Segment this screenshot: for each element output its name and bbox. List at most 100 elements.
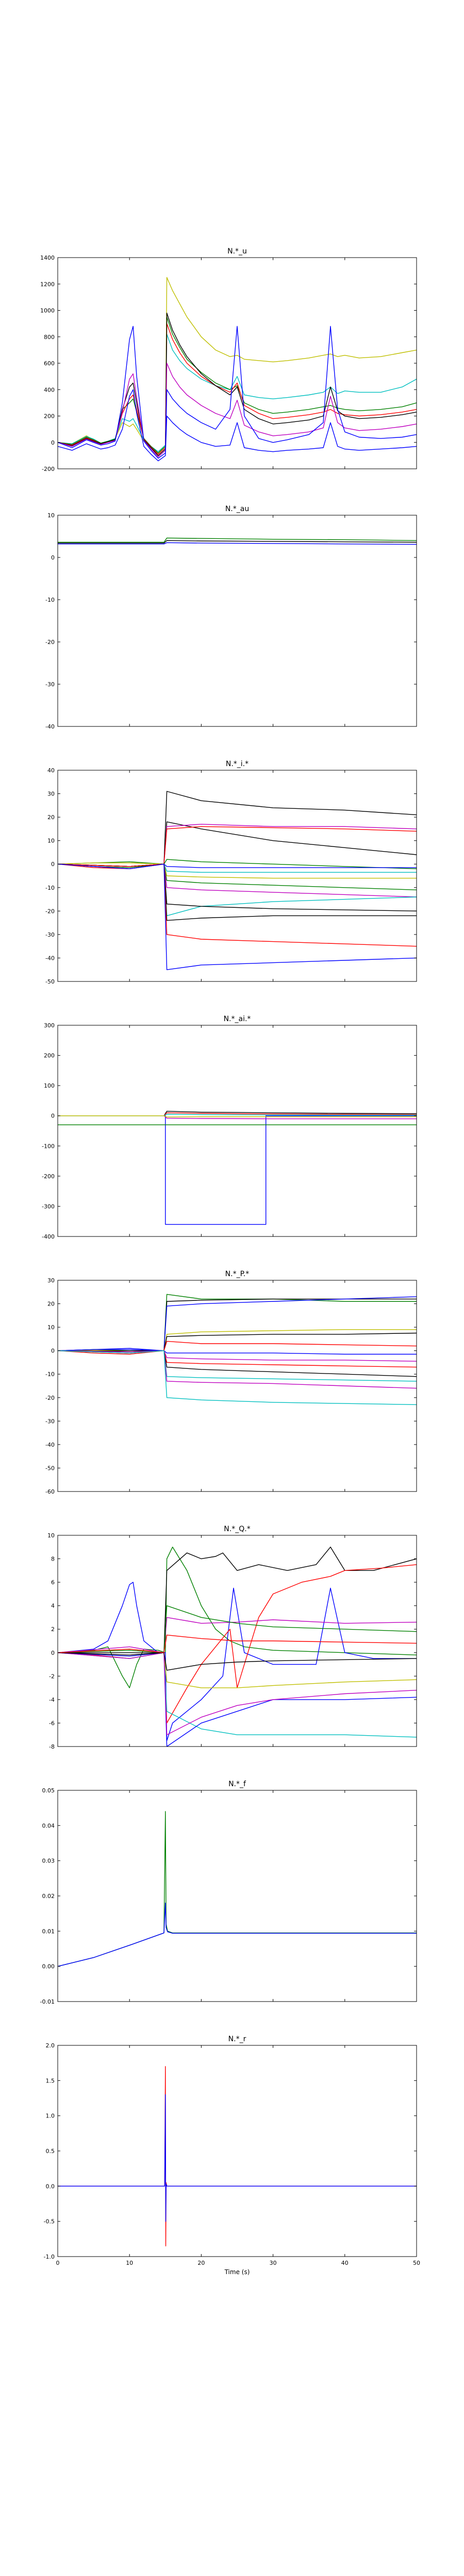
subplot-title: N.*_ai.*	[224, 1015, 251, 1023]
y-tick-label: -60	[45, 1488, 55, 1495]
series-group	[58, 1811, 417, 1967]
series-line	[58, 1332, 417, 1352]
y-tick-label: 30	[47, 791, 55, 798]
y-tick-label: 0.00	[42, 1963, 55, 1970]
y-tick-label: -20	[45, 1395, 55, 1401]
x-tick-label: 30	[270, 2260, 277, 2266]
series-line	[58, 1902, 417, 1967]
subplot-stack: N.*_u-2000200400600800100012001400N.*_au…	[40, 247, 420, 2266]
series-line	[58, 333, 417, 452]
x-tick-label: 20	[197, 2260, 205, 2266]
series-line	[58, 540, 417, 544]
y-tick-label: 10	[47, 512, 55, 519]
subplot-panel: N.*_f -0.01 0.00 0.01 0.02 0.03 0.04 0.05	[40, 1780, 417, 2005]
y-tick-label: -400	[42, 1233, 55, 1240]
subplot-title: N.*_P.*	[225, 1270, 250, 1278]
series-group	[58, 1294, 417, 1405]
series-line	[58, 862, 417, 879]
y-tick-label: 10	[47, 1532, 55, 1539]
y-tick-label: 20	[47, 1301, 55, 1308]
series-line	[58, 1349, 417, 1355]
y-tick-label: 1200	[40, 281, 55, 287]
series-line	[58, 2094, 417, 2222]
series-line	[58, 1582, 417, 1741]
series-line	[58, 326, 417, 459]
y-tick-label: 0.04	[42, 1822, 55, 1829]
series-line	[58, 316, 417, 453]
y-tick-label: -50	[45, 1465, 55, 1471]
subplot-panel: N.*_u -200 0 200 400 600 800 1000 1200 1400	[40, 247, 417, 472]
y-tick-label: 0.5	[46, 2148, 55, 2155]
x-axis-label: Time (s)	[224, 2268, 250, 2276]
series-group	[58, 2066, 417, 2247]
y-tick-label: -10	[45, 597, 55, 603]
series-line	[58, 312, 417, 456]
y-tick-label: 10	[47, 1324, 55, 1331]
y-tick-label: 6	[51, 1579, 55, 1586]
y-tick-label: 2	[51, 1626, 55, 1633]
subplot-title: N.*_au	[225, 505, 249, 513]
y-tick-label: -30	[45, 931, 55, 938]
subplot-panel: N.*_ai.* -400 -300 -200 -100 0 100 200 300	[42, 1015, 417, 1240]
y-tick-label: 1.5	[46, 2077, 55, 2084]
y-tick-label: -30	[45, 681, 55, 688]
y-tick-label: 1400	[40, 255, 55, 261]
series-line	[58, 1341, 417, 1355]
y-tick-label: 0.01	[42, 1928, 55, 1935]
subplot-panel: N.*_i.* -50 -40 -30 -20 -10 0 10 20 30 40	[45, 760, 417, 985]
series-line	[58, 863, 417, 947]
subplot-panel: N.*_Q.* -8 -6 -4 -2 0 2 4 6 8 10	[47, 1525, 417, 1750]
y-tick-label: -8	[49, 1743, 55, 1750]
y-tick-label: -0.5	[44, 2218, 55, 2225]
series-line	[58, 1350, 417, 1389]
subplot-title: N.*_r	[228, 2035, 246, 2043]
y-tick-label: 600	[44, 360, 55, 367]
subplot-title: N.*_Q.*	[224, 1525, 250, 1533]
series-group	[58, 1111, 417, 1225]
series-line	[58, 1296, 417, 1351]
y-tick-label: 20	[47, 814, 55, 821]
series-line	[58, 1652, 417, 1735]
y-tick-label: 400	[44, 386, 55, 393]
y-tick-label: 10	[47, 838, 55, 844]
y-tick-label: 0	[51, 1348, 55, 1354]
y-tick-label: -40	[45, 723, 55, 730]
series-group	[58, 537, 417, 545]
series-line	[58, 863, 417, 970]
y-tick-label: 1.0	[46, 2113, 55, 2120]
y-tick-label: -4	[49, 1697, 55, 1703]
y-tick-label: -20	[45, 639, 55, 646]
y-tick-label: 0.03	[42, 1858, 55, 1865]
series-line	[58, 1547, 417, 1653]
y-tick-label: -1.0	[44, 2253, 55, 2260]
series-line	[58, 1115, 417, 1117]
series-line	[58, 1294, 417, 1351]
y-tick-label: 200	[44, 413, 55, 420]
y-tick-label: 0	[51, 1113, 55, 1120]
series-line	[58, 1547, 417, 1688]
series-line	[58, 859, 417, 869]
plot-frame	[57, 1025, 417, 1237]
y-tick-label: -40	[45, 955, 55, 961]
y-tick-label: 0	[51, 1650, 55, 1656]
y-tick-label: -10	[45, 1371, 55, 1378]
y-tick-label: 100	[44, 1082, 55, 1089]
y-tick-label: -2	[49, 1673, 55, 1680]
plot-frame	[57, 770, 417, 982]
series-line	[58, 863, 417, 890]
y-tick-label: 300	[44, 1022, 55, 1029]
series-line	[58, 1652, 417, 1747]
y-tick-label: 0	[51, 861, 55, 868]
subplot-panel: N.*_au -40 -30 -20 -10 0 10	[45, 505, 417, 730]
series-line	[58, 363, 417, 457]
y-tick-label: 0.0	[46, 2183, 55, 2190]
series-line	[58, 1350, 417, 1405]
series-line	[58, 1605, 417, 1653]
series-line	[58, 826, 417, 870]
x-tick-label: 10	[126, 2260, 133, 2266]
subplot-title: N.*_u	[227, 247, 247, 256]
series-line	[58, 1329, 417, 1351]
y-tick-label: 40	[47, 767, 55, 774]
y-tick-label: 0.05	[42, 1787, 55, 1794]
subplot-panel: N.*_P.* -60 -50 -40 -30 -20 -10 0 10 20 30	[45, 1270, 417, 1495]
